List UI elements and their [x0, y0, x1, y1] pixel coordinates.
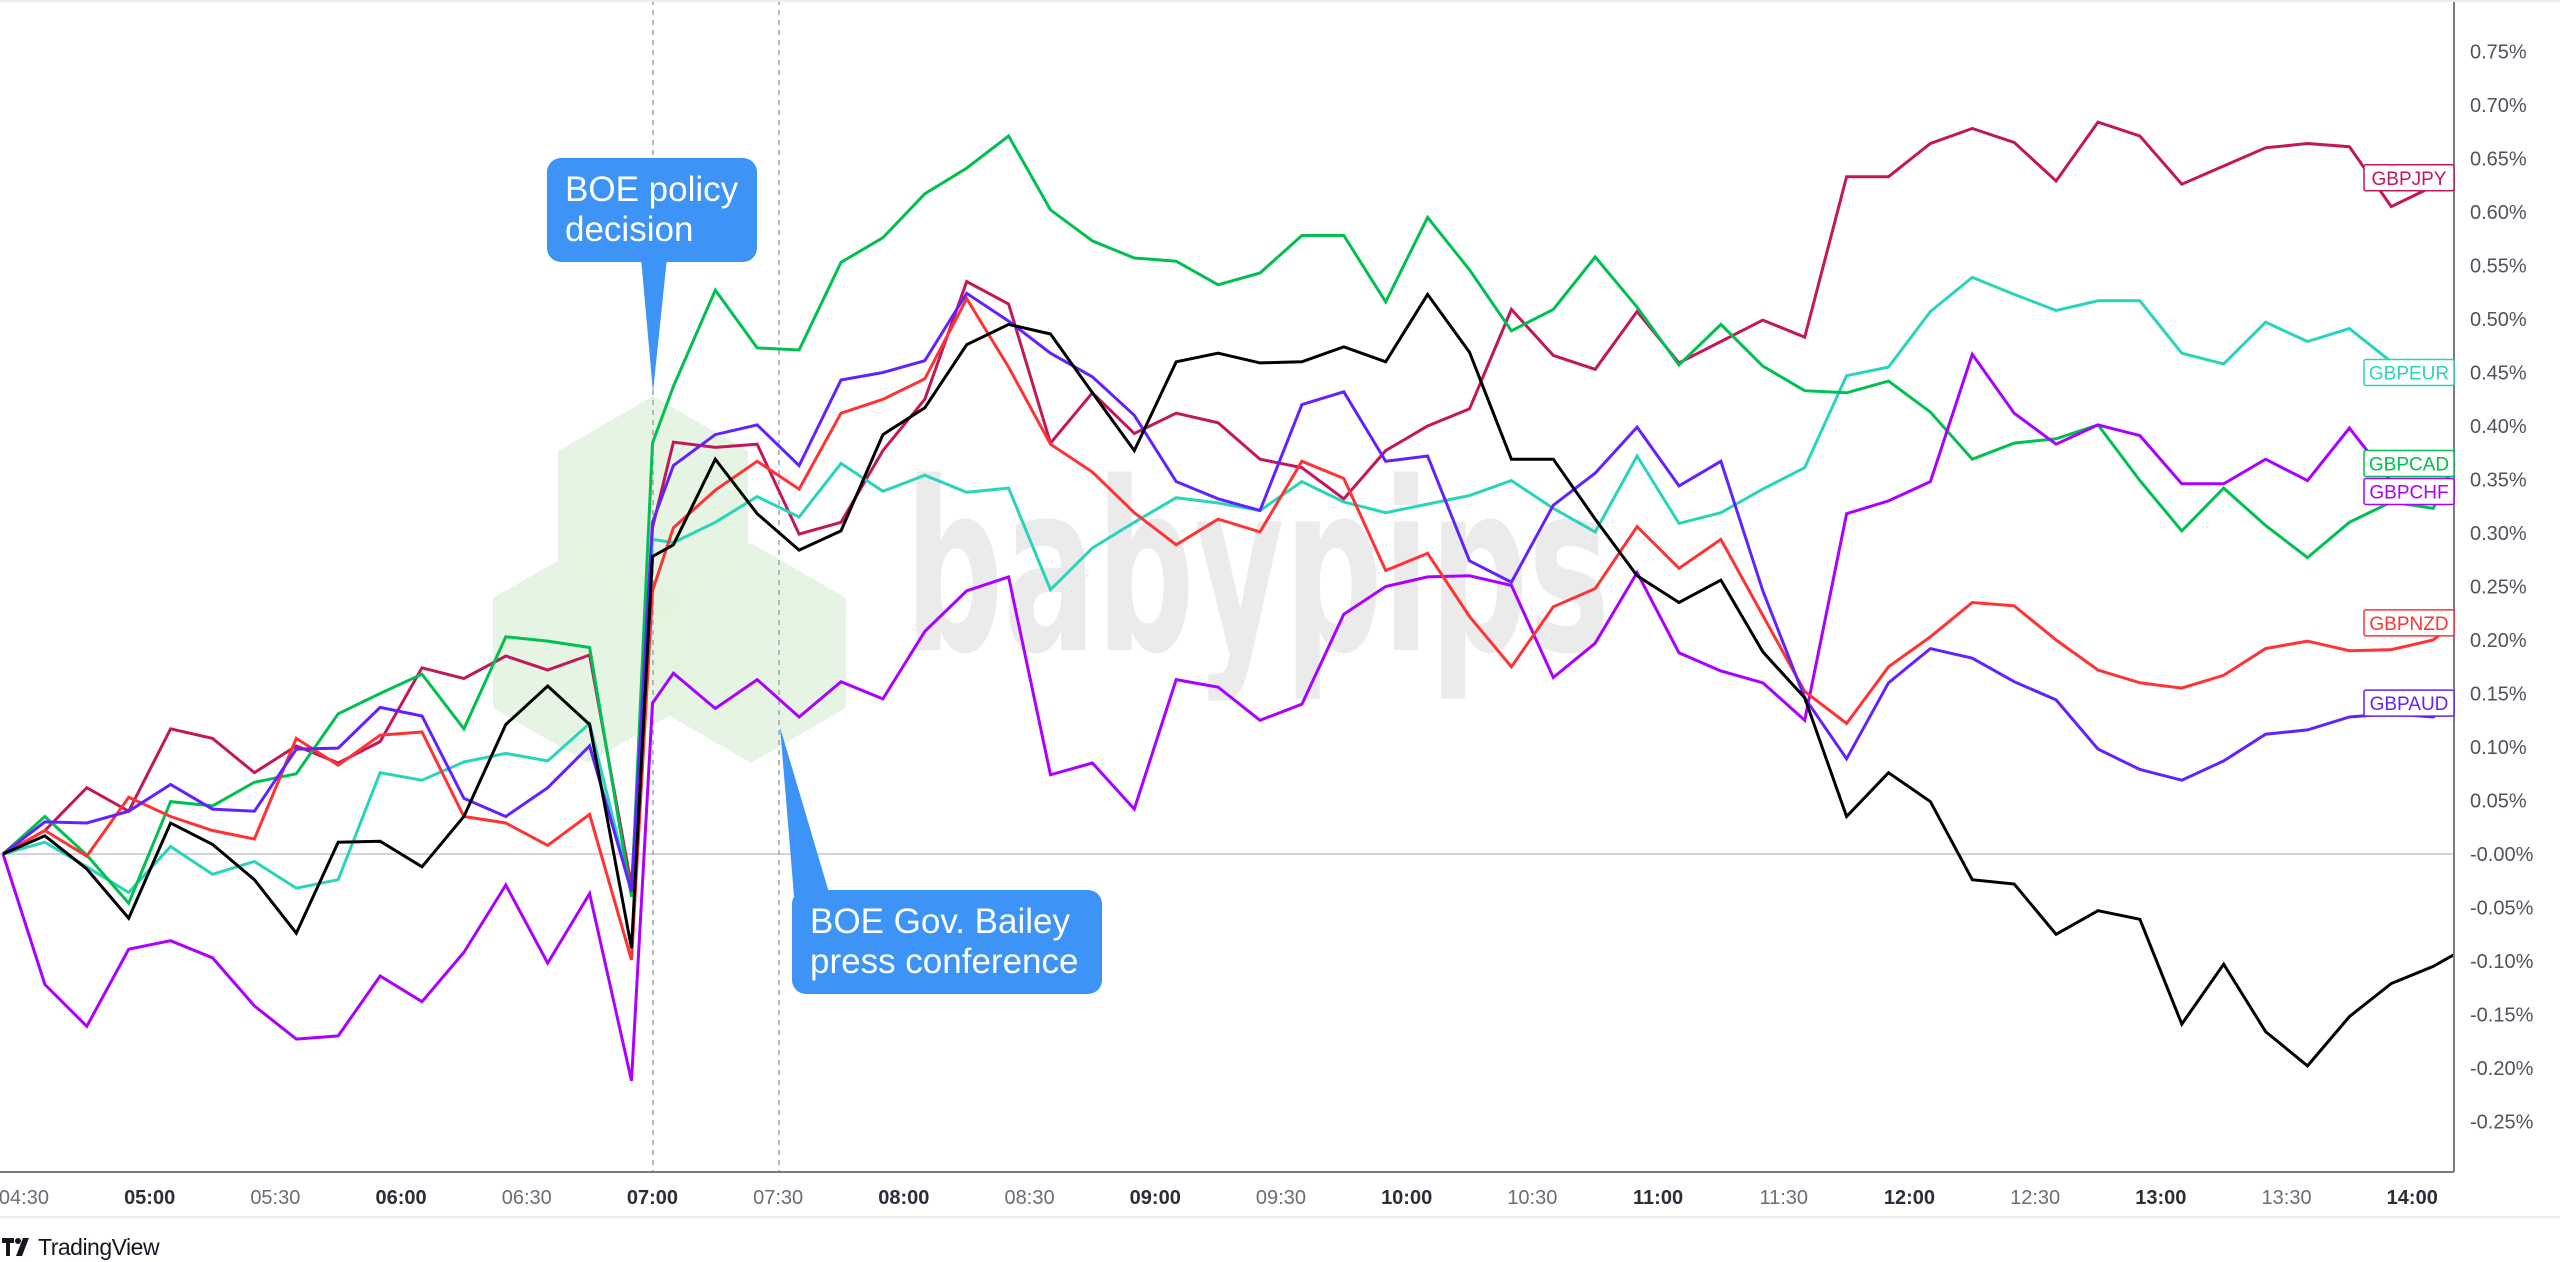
x-tick-label: 06:00: [375, 1187, 426, 1209]
series-tag-box: [2363, 609, 2455, 637]
series-tag-gbpchf: GBPCHF: [2363, 477, 2455, 506]
x-tick-label: 07:30: [753, 1187, 803, 1209]
y-tick-label: 0.70%: [2470, 95, 2527, 117]
x-tick-label: 13:00: [2135, 1187, 2186, 1209]
x-tick-label: 12:30: [2010, 1187, 2060, 1209]
x-tick-label: 10:00: [1381, 1187, 1432, 1209]
series-tag-gbpjpy: GBPJPY: [2363, 164, 2455, 192]
x-tick-label: 08:00: [878, 1187, 929, 1209]
x-tick-label: 09:30: [1256, 1187, 1306, 1209]
y-tick-label: 0.45%: [2470, 363, 2527, 385]
y-tick-label: 0.20%: [2470, 630, 2527, 652]
y-tick-label: 0.05%: [2470, 791, 2527, 813]
series-line-gbpjpy: [2, 120, 2455, 887]
y-tick-label: -0.00%: [2470, 844, 2534, 866]
watermark-hexagon: [493, 543, 683, 763]
tradingview-attribution[interactable]: TradingView: [2, 1232, 160, 1262]
y-tick-label: 0.30%: [2470, 523, 2527, 545]
x-tick-label: 05:00: [124, 1187, 175, 1209]
x-tick-label: 09:00: [1130, 1187, 1181, 1209]
series-tag-gbpeur: GBPEUR: [2363, 358, 2455, 387]
time-axis[interactable]: 04:30 05:00 05:30 06:00 06:30 07:00 07:30 08:00…: [0, 1187, 2438, 1209]
x-tick-label: 13:30: [2262, 1187, 2312, 1209]
x-tick-label: 07:00: [627, 1187, 678, 1209]
x-tick-label: 14:00: [2387, 1187, 2438, 1209]
y-tick-label: -0.20%: [2470, 1058, 2534, 1080]
series-tag-box: [2363, 449, 2455, 478]
series-line-gbpcad: [1, 133, 2456, 907]
y-tick-label: 0.15%: [2470, 684, 2527, 706]
callout-line: BOE policy: [565, 170, 739, 209]
x-tick-label: 08:30: [1005, 1187, 1055, 1209]
y-tick-label: -0.10%: [2470, 951, 2534, 973]
y-tick-label: 0.75%: [2470, 42, 2527, 64]
series-tag-label: GBPJPY: [2372, 169, 2447, 190]
x-tick-label: 05:30: [250, 1187, 300, 1209]
callout-line: press conference: [810, 942, 1079, 981]
x-tick-label: 12:00: [1884, 1187, 1935, 1209]
tradingview-brand: TradingView: [38, 1233, 160, 1260]
series-tag-label: GBPCHF: [2369, 482, 2448, 503]
y-tick-label: 0.55%: [2470, 256, 2527, 278]
series-tag-box: [2363, 164, 2455, 192]
babypips-watermark: babypips: [493, 396, 1610, 763]
y-tick-label: -0.05%: [2470, 898, 2534, 920]
y-tick-label: 0.40%: [2470, 416, 2527, 438]
watermark-text: babypips: [905, 433, 1610, 706]
series-tags: GBPJPY GBPEUR GBPCAD GBPCHF GBPNZD GBPAUD: [2363, 164, 2455, 717]
series-tag-box: [2363, 358, 2455, 387]
y-tick-label: -0.25%: [2470, 1112, 2534, 1134]
x-tick-label: 04:30: [0, 1187, 49, 1209]
series-tag-box: [2363, 477, 2455, 506]
y-tick-label: -0.15%: [2470, 1005, 2534, 1027]
y-tick-label: 0.35%: [2470, 470, 2527, 492]
series-tag-gbpnzd: GBPNZD: [2363, 609, 2455, 637]
series-line-unlabeled: [2, 291, 2455, 1068]
callout-line: BOE Gov. Bailey: [810, 902, 1071, 941]
series-tag-label: GBPCAD: [2369, 454, 2449, 475]
callout-bailey-press-conference: BOE Gov. Bailey press conference: [792, 890, 1102, 994]
watermark-hexagon: [656, 543, 846, 763]
y-tick-label: 0.65%: [2470, 149, 2527, 171]
series-tag-box: [2363, 689, 2455, 717]
series-line-gbpaud: [2, 291, 2456, 892]
series-tag-gbpcad: GBPCAD: [2363, 449, 2455, 478]
tradingview-logo-icon: [2, 1238, 29, 1256]
series-tag-label: GBPAUD: [2370, 694, 2449, 715]
callout-boe-policy-decision: BOE policy decision: [547, 158, 757, 262]
y-tick-label: 0.25%: [2470, 577, 2527, 599]
series-line-gbpnzd: [2, 295, 2456, 961]
price-axis[interactable]: 0.75% 0.70% 0.65% 0.60% 0.55% 0.50% 0.45% 0.40%…: [2470, 42, 2534, 1134]
series-tag-gbpaud: GBPAUD: [2363, 689, 2455, 717]
series-line-gbpeur: [2, 275, 2455, 895]
callout-pointer-boe-decision: [641, 258, 667, 392]
series-tag-label: GBPNZD: [2369, 614, 2448, 635]
series-lines: [1, 120, 2456, 1082]
x-tick-label: 11:30: [1759, 1187, 1808, 1209]
series-line-gbpchf: [1, 351, 2455, 1082]
callout-line: decision: [565, 210, 694, 249]
callout-pointer-bailey-conference: [780, 727, 830, 896]
x-tick-label: 11:00: [1633, 1187, 1683, 1209]
series-tag-label: GBPEUR: [2369, 364, 2449, 385]
x-tick-label: 06:30: [502, 1187, 552, 1209]
y-tick-label: 0.10%: [2470, 737, 2527, 759]
x-tick-label: 10:30: [1507, 1187, 1557, 1209]
y-tick-label: 0.50%: [2470, 309, 2527, 331]
y-tick-label: 0.60%: [2470, 202, 2527, 224]
